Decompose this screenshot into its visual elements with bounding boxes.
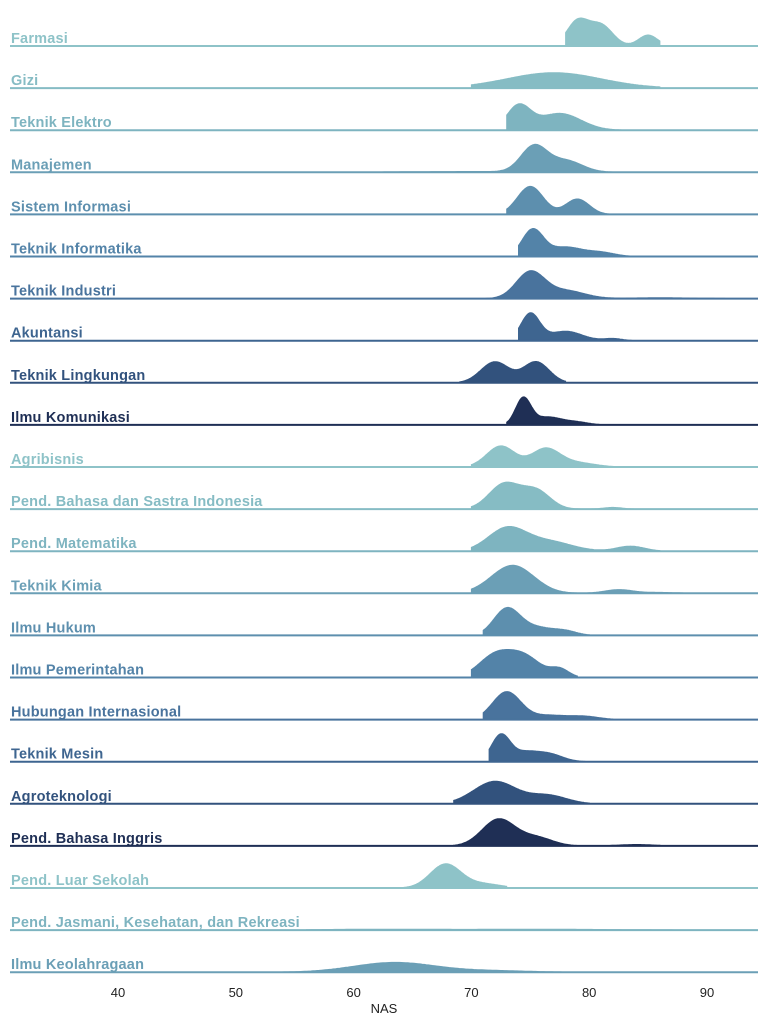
ridge-row: Agribisnis bbox=[10, 445, 758, 468]
x-axis: 40 50 60 70 80 90 bbox=[111, 985, 714, 1000]
density-area bbox=[259, 961, 590, 973]
ridge-row: Gizi bbox=[10, 72, 758, 90]
ridge-row: Pend. Bahasa Inggris bbox=[10, 818, 758, 847]
ridge-row: Akuntansi bbox=[10, 312, 758, 342]
ridge-row: Agroteknologi bbox=[10, 780, 758, 805]
series-label: Agribisnis bbox=[11, 452, 84, 468]
ridge-row: Pend. Bahasa dan Sastra Indonesia bbox=[10, 481, 758, 511]
ridge-row: Ilmu Pemerintahan bbox=[10, 649, 758, 679]
ridges: Farmasi Gizi Teknik Elektro Manajemen Sistem… bbox=[10, 17, 758, 974]
density-area bbox=[506, 396, 637, 426]
density-area bbox=[470, 649, 578, 678]
ridge-row: Teknik Kimia bbox=[10, 564, 758, 595]
ridge-row: Teknik Informatika bbox=[10, 228, 758, 258]
series-label: Pend. Bahasa Inggris bbox=[11, 831, 162, 847]
density-area bbox=[470, 445, 614, 468]
ridge-row: Hubungan Internasional bbox=[10, 691, 758, 721]
density-area bbox=[482, 606, 590, 636]
density-area bbox=[459, 361, 567, 384]
series-label: Akuntansi bbox=[11, 326, 83, 342]
series-label: Teknik Lingkungan bbox=[11, 368, 145, 384]
series-label: Ilmu Komunikasi bbox=[11, 410, 130, 426]
density-area bbox=[518, 228, 660, 257]
density-area bbox=[400, 863, 508, 889]
series-label: Teknik Informatika bbox=[11, 242, 142, 258]
x-tick-label: 90 bbox=[700, 985, 714, 1000]
series-label: Teknik Mesin bbox=[11, 747, 103, 763]
series-label: Agroteknologi bbox=[11, 789, 112, 805]
density-area bbox=[565, 17, 661, 47]
density-area bbox=[470, 481, 637, 510]
ridge-row: Teknik Mesin bbox=[10, 733, 758, 763]
ridge-row: Pend. Jasmani, Kesehatan, dan Rekreasi bbox=[10, 915, 758, 932]
x-tick-label: 70 bbox=[464, 985, 478, 1000]
density-area bbox=[488, 733, 601, 763]
density-area bbox=[506, 185, 660, 215]
x-tick-label: 50 bbox=[229, 985, 243, 1000]
ridge-row: Ilmu Keolahragaan bbox=[10, 957, 758, 974]
ridge-row: Teknik Industri bbox=[10, 270, 758, 300]
density-area bbox=[470, 72, 661, 89]
ridge-row: Teknik Lingkungan bbox=[10, 361, 758, 384]
series-label: Farmasi bbox=[11, 31, 68, 47]
ridge-row: Manajemen bbox=[10, 143, 758, 174]
density-area bbox=[482, 270, 732, 300]
series-label: Pend. Luar Sekolah bbox=[11, 873, 149, 889]
series-label: Gizi bbox=[11, 73, 38, 89]
density-area bbox=[329, 143, 707, 173]
ridge-row: Pend. Matematika bbox=[10, 526, 758, 553]
ridge-row: Ilmu Komunikasi bbox=[10, 396, 758, 426]
ridge-row: Ilmu Hukum bbox=[10, 606, 758, 637]
series-label: Ilmu Pemerintahan bbox=[11, 663, 144, 679]
series-label: Sistem Informasi bbox=[11, 199, 131, 215]
density-area bbox=[470, 564, 684, 594]
density-area bbox=[518, 312, 660, 342]
density-area bbox=[482, 691, 614, 721]
series-label: Ilmu Hukum bbox=[11, 620, 96, 636]
ridge-row: Sistem Informasi bbox=[10, 185, 758, 216]
series-label: Teknik Kimia bbox=[11, 578, 103, 594]
series-label: Pend. Matematika bbox=[11, 536, 137, 552]
density-area bbox=[506, 103, 637, 131]
series-label: Pend. Bahasa dan Sastra Indonesia bbox=[11, 494, 263, 510]
x-axis-title: NAS bbox=[371, 1001, 398, 1016]
ridge-row: Pend. Luar Sekolah bbox=[10, 863, 758, 889]
series-label: Teknik Industri bbox=[11, 284, 116, 300]
series-label: Hubungan Internasional bbox=[11, 705, 181, 721]
x-tick-label: 60 bbox=[346, 985, 360, 1000]
series-label: Ilmu Keolahragaan bbox=[11, 957, 144, 973]
series-label: Manajemen bbox=[11, 157, 92, 173]
ridge-row: Farmasi bbox=[10, 17, 758, 47]
x-tick-label: 80 bbox=[582, 985, 596, 1000]
density-area bbox=[453, 780, 590, 805]
series-label: Teknik Elektro bbox=[11, 115, 112, 131]
series-label: Pend. Jasmani, Kesehatan, dan Rekreasi bbox=[11, 915, 300, 931]
density-area bbox=[453, 818, 661, 847]
ridge-row: Teknik Elektro bbox=[10, 103, 758, 132]
x-tick-label: 40 bbox=[111, 985, 125, 1000]
density-area bbox=[470, 526, 661, 552]
